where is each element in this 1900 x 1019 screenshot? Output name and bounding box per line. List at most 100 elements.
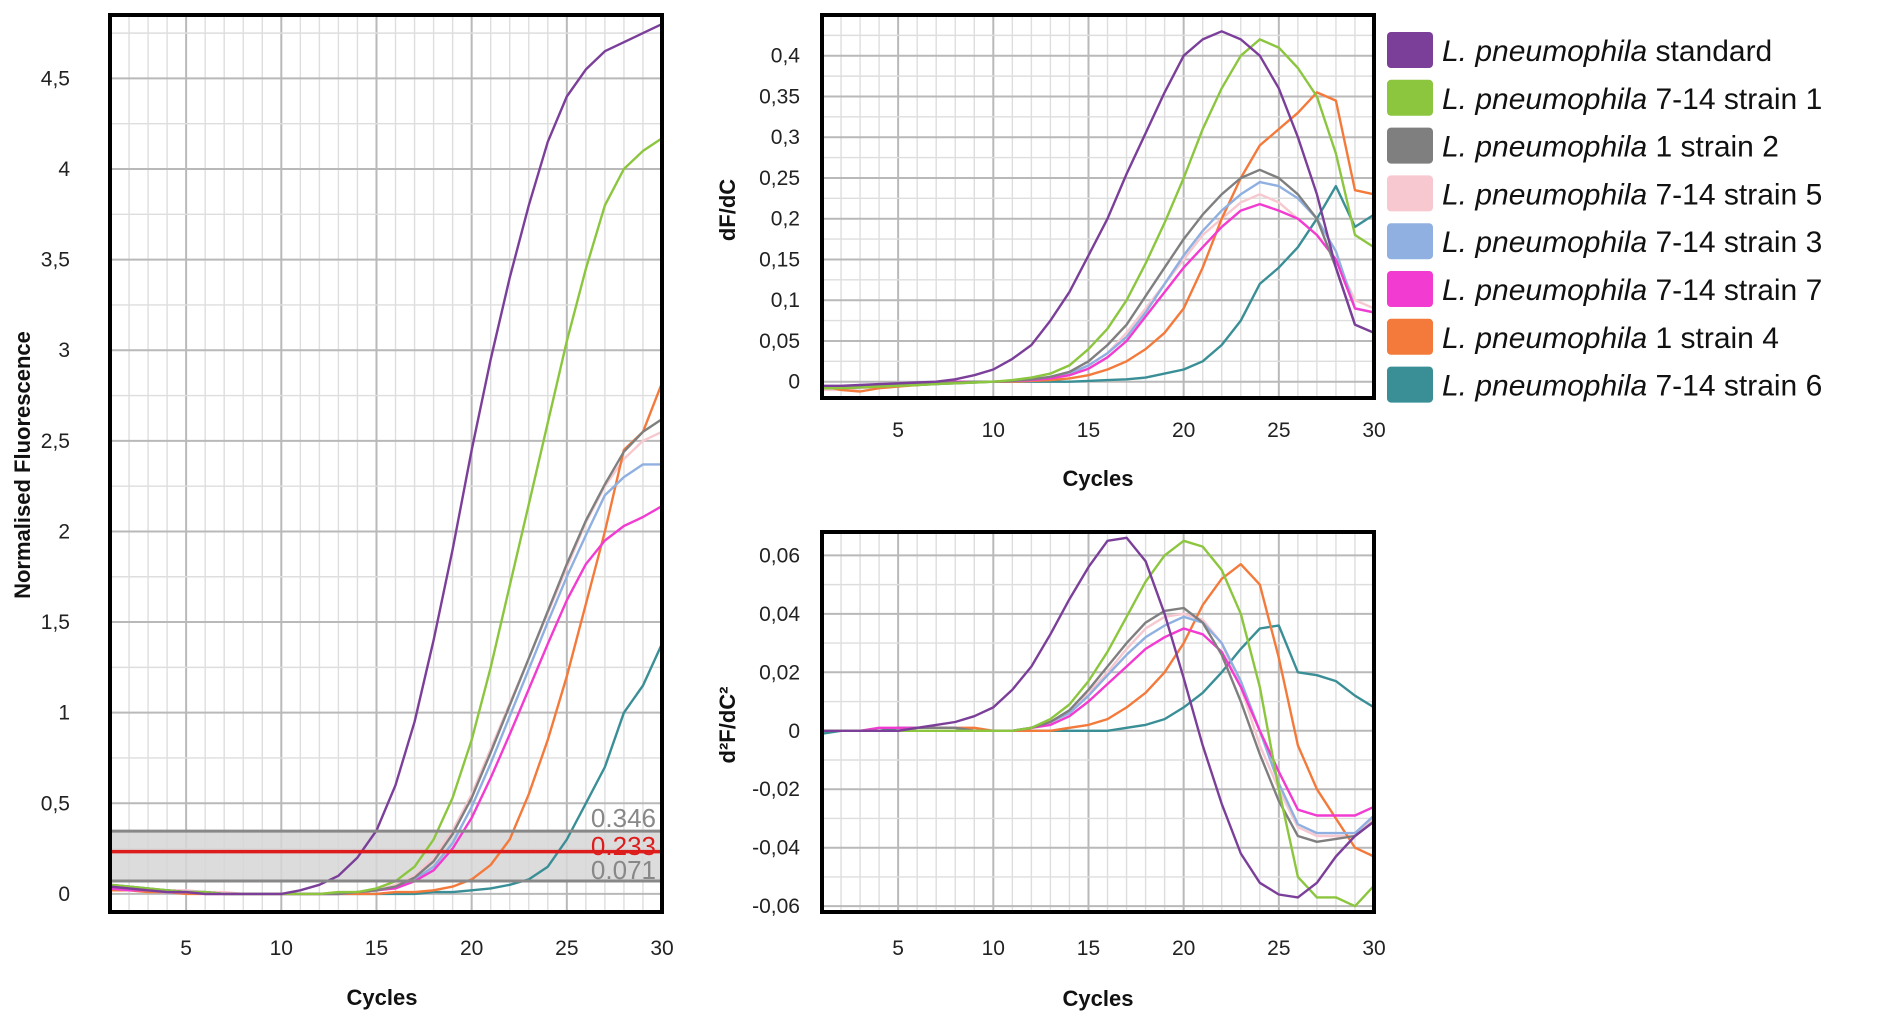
y-tick-label: 0	[788, 720, 800, 743]
x-tick-label: 15	[365, 937, 388, 960]
legend-strain: 7-14 strain 3	[1647, 226, 1822, 259]
threshold-label: 0.346	[591, 803, 656, 833]
legend-strain: standard	[1647, 35, 1772, 68]
legend-strain: 7-14 strain 5	[1647, 178, 1822, 211]
y-tick-label: 0,5	[41, 792, 70, 815]
threshold-band	[110, 831, 662, 882]
x-tick-label: 10	[982, 419, 1005, 442]
x-tick-label: 5	[892, 419, 904, 442]
y-axis-title: d²F/dC²	[715, 687, 740, 764]
legend-strain: 7-14 strain 1	[1647, 83, 1822, 116]
y-tick-label: 0,3	[771, 126, 800, 149]
series-line-s1	[109, 137, 663, 896]
x-tick-label: 20	[460, 937, 483, 960]
legend-label: L. pneumophila 7-14 strain 1	[1442, 83, 1822, 116]
second-derivative-chart: 5 10 15 20 25 30 -0,06 -0,04 -0,02 0 0,02 0,04 0,06 C…	[715, 530, 1386, 1011]
legend-swatch	[1387, 32, 1433, 68]
legend-label: L. pneumophila 7-14 strain 7	[1442, 274, 1822, 307]
legend-item-standard: L. pneumophila standard	[1387, 32, 1772, 68]
x-tick-label: 30	[1362, 419, 1385, 442]
series-line-standard	[109, 23, 663, 896]
y-tick-label: 3	[58, 339, 70, 362]
x-tick-label: 5	[180, 937, 192, 960]
legend-strain: 7-14 strain 6	[1647, 370, 1822, 403]
x-tick-label: 15	[1077, 937, 1100, 960]
y-tick-label: 0,1	[771, 289, 800, 312]
legend-species: L. pneumophila	[1442, 83, 1647, 116]
y-tick-label: 0,04	[759, 603, 800, 626]
y-tick-label: 4,5	[41, 67, 70, 90]
legend-species: L. pneumophila	[1442, 178, 1647, 211]
threshold-label: 0.233	[591, 831, 656, 861]
y-tick-label: 2	[58, 520, 70, 543]
first-derivative-chart: 5 10 15 20 25 30 0 0,05 0,1 0,15 0,2 0,25 0,3 0,35 0,4…	[715, 13, 1386, 491]
x-ticks: 5 10 15 20 25 30	[892, 937, 1385, 960]
y-tick-label: 0,35	[759, 85, 800, 108]
series-line-s3	[109, 463, 662, 896]
legend-item-s1: L. pneumophila 7-14 strain 1	[1387, 79, 1822, 116]
legend-swatch	[1387, 366, 1433, 403]
x-tick-label: 25	[1267, 419, 1290, 442]
legend-swatch	[1387, 318, 1433, 355]
y-tick-label: 3,5	[41, 249, 70, 272]
plot-frame	[820, 13, 1376, 400]
series-line-s3	[822, 615, 1375, 835]
legend-strain: 7-14 strain 7	[1647, 274, 1822, 307]
legend-species: L. pneumophila	[1442, 131, 1647, 164]
x-ticks: 5 10 15 20 25 30	[892, 419, 1385, 442]
x-tick-label: 25	[555, 937, 578, 960]
x-axis-title: Cycles	[1063, 466, 1134, 491]
y-ticks: 0 0,05 0,1 0,15 0,2 0,25 0,3 0,35 0,4	[759, 45, 800, 394]
y-tick-label: 2,5	[41, 430, 70, 453]
x-tick-label: 15	[1077, 419, 1100, 442]
legend-label: L. pneumophila 7-14 strain 3	[1442, 226, 1822, 259]
series-line-s1	[822, 539, 1375, 908]
series-line-standard	[822, 536, 1375, 899]
series-line-s5	[822, 612, 1375, 838]
series-line-s5	[109, 430, 663, 896]
legend-species: L. pneumophila	[1442, 35, 1647, 68]
legend-item-s7: L. pneumophila 7-14 strain 7	[1387, 271, 1822, 307]
x-tick-label: 20	[1172, 419, 1195, 442]
series-lines	[821, 30, 1375, 393]
y-tick-label: 0,06	[759, 544, 800, 567]
legend-item-s4: L. pneumophila 1 strain 4	[1387, 318, 1779, 355]
threshold-label: 0.071	[591, 855, 656, 885]
series-line-standard	[822, 30, 1375, 387]
y-tick-label: 0,15	[759, 248, 800, 271]
y-tick-label: 0	[58, 883, 70, 906]
x-tick-label: 25	[1267, 937, 1290, 960]
x-tick-label: 30	[1362, 937, 1385, 960]
plot-frame	[108, 13, 664, 914]
y-tick-label: -0,06	[752, 895, 800, 918]
legend-item-s5: L. pneumophila 7-14 strain 5	[1387, 175, 1822, 212]
legend-strain: 1 strain 2	[1647, 131, 1779, 164]
legend-label: L. pneumophila 1 strain 4	[1442, 322, 1779, 355]
y-tick-label: 0,02	[759, 661, 800, 684]
series-lines	[109, 23, 664, 896]
legend-strain: 1 strain 4	[1647, 322, 1779, 355]
x-tick-label: 10	[982, 937, 1005, 960]
legend-label: L. pneumophila 7-14 strain 5	[1442, 178, 1822, 211]
x-tick-label: 20	[1172, 937, 1195, 960]
x-tick-label: 10	[270, 937, 293, 960]
series-line-s2	[821, 168, 1375, 390]
legend-label: L. pneumophila standard	[1442, 35, 1772, 68]
y-ticks: -0,06 -0,04 -0,02 0 0,02 0,04 0,06	[752, 544, 800, 918]
legend-swatch	[1387, 223, 1433, 260]
y-ticks: 0 0,5 1 1,5 2 2,5 3 3,5 4 4,5	[41, 67, 71, 905]
plot-frame	[820, 530, 1376, 914]
legend-item-s2: L. pneumophila 1 strain 2	[1387, 127, 1779, 164]
x-tick-label: 30	[650, 937, 673, 960]
series-lines	[821, 536, 1375, 908]
x-axis-title: Cycles	[347, 985, 418, 1010]
y-tick-label: 0,05	[759, 330, 800, 353]
legend-swatch	[1387, 127, 1433, 164]
legend-swatch	[1387, 79, 1433, 116]
series-line-s1	[822, 38, 1375, 390]
legend-swatch	[1387, 271, 1433, 307]
legend-item-s6: L. pneumophila 7-14 strain 6	[1387, 366, 1822, 403]
